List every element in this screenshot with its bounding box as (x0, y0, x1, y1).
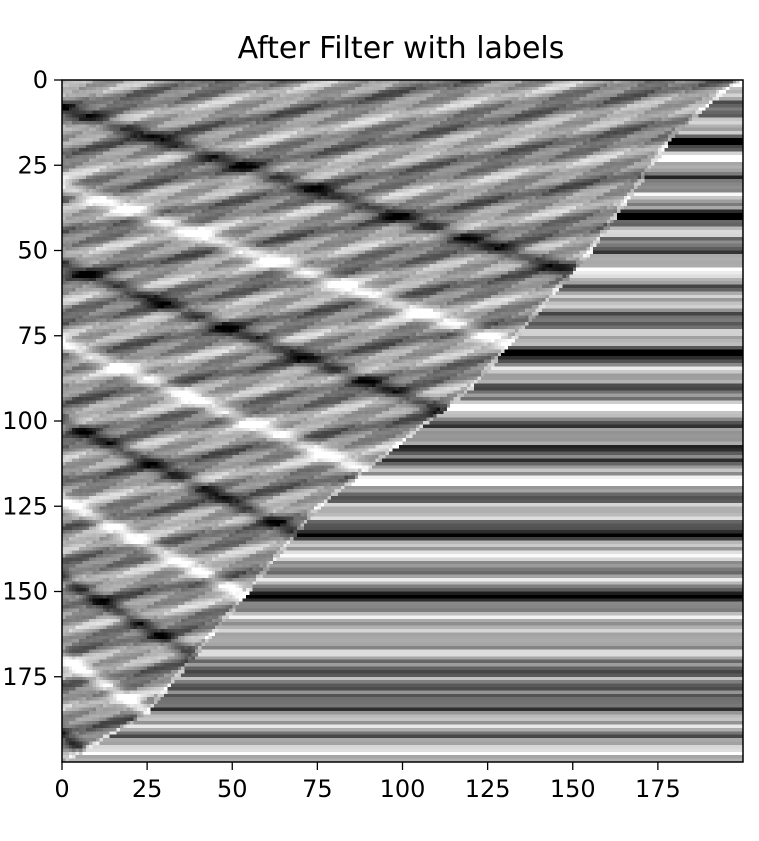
y-tick-label: 0 (33, 66, 48, 94)
x-tick-label: 100 (380, 775, 426, 803)
x-tick-label: 175 (635, 775, 681, 803)
y-tick-label: 125 (2, 492, 48, 520)
x-tick-label: 125 (465, 775, 511, 803)
x-tick-label: 150 (550, 775, 596, 803)
x-tick-label: 50 (217, 775, 248, 803)
y-tick-label: 50 (17, 237, 48, 265)
heatmap-image (62, 80, 743, 762)
y-tick-label: 175 (2, 663, 48, 691)
chart-title: After Filter with labels (238, 31, 565, 66)
axes: 0 25 50 75 100 125 150 175 0 25 50 75 100 125 150 175 (2, 66, 744, 803)
heatmap-plot (62, 80, 743, 762)
x-tick-label: 75 (302, 775, 333, 803)
y-tick-label: 100 (2, 407, 48, 435)
y-tick-label: 75 (17, 322, 48, 350)
x-tick-label: 25 (132, 775, 163, 803)
y-tick-label: 150 (2, 578, 48, 606)
y-tick-label: 25 (17, 151, 48, 179)
x-tick-label: 0 (54, 775, 69, 803)
